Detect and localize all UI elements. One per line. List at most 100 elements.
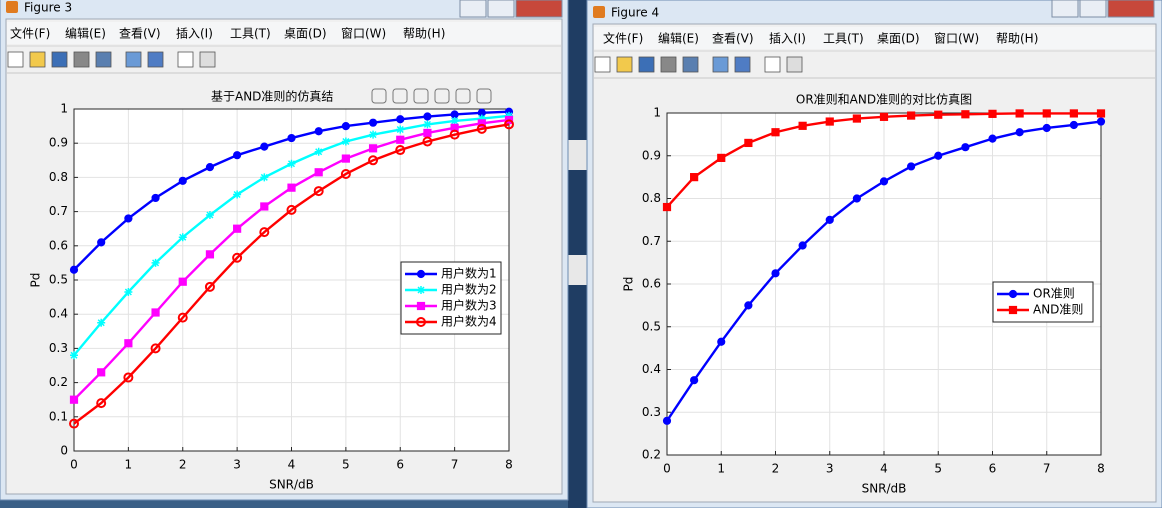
marker [205, 250, 215, 259]
marker [907, 111, 916, 120]
axes-toolbar-button[interactable] [371, 88, 387, 104]
marker [416, 301, 426, 311]
toolbar-button[interactable] [638, 56, 655, 73]
x-tick-label: 4 [880, 462, 888, 476]
menu-item[interactable]: 插入(I) [769, 32, 806, 46]
x-tick-label: 2 [179, 458, 187, 472]
marker [717, 337, 726, 346]
menu-item[interactable]: 窗口(W) [934, 32, 979, 46]
y-tick-label: 0.8 [642, 191, 661, 205]
menu-item[interactable]: 插入(I) [176, 27, 213, 41]
menu-item[interactable]: 桌面(D) [877, 32, 920, 46]
marker [798, 241, 807, 250]
marker [1096, 109, 1106, 118]
marker [1069, 109, 1078, 118]
marker [825, 117, 834, 126]
marker [771, 269, 780, 278]
axes-toolbar-button[interactable] [476, 88, 492, 104]
x-tick-label: 3 [826, 462, 834, 476]
menu-item[interactable]: 桌面(D) [284, 27, 327, 41]
marker [340, 168, 351, 179]
y-tick-label: 1 [653, 106, 661, 120]
legend-label: 用户数为2 [441, 282, 497, 297]
toolbar-button[interactable] [177, 51, 194, 68]
menu-item[interactable]: 帮助(H) [403, 27, 445, 41]
marker [395, 145, 406, 156]
legend-label: 用户数为3 [441, 298, 497, 313]
series-line [73, 123, 510, 425]
x-axis-label: SNR/dB [269, 478, 314, 492]
toolbar-button[interactable] [147, 51, 164, 68]
toolbar-button[interactable] [29, 51, 46, 68]
menu-item[interactable]: 文件(F) [10, 26, 50, 41]
menu-item[interactable]: 工具(T) [823, 32, 864, 46]
y-tick-label: 0.2 [49, 375, 68, 389]
chart-title: 基于AND准则的仿真结 [211, 89, 333, 104]
marker [961, 110, 970, 119]
x-tick-label: 1 [125, 458, 133, 472]
marker [825, 215, 834, 224]
toolbar-button[interactable] [95, 51, 112, 68]
toolbar-button[interactable] [73, 51, 90, 68]
marker [934, 110, 943, 119]
marker [205, 163, 215, 172]
menu-item[interactable]: 编辑(E) [65, 26, 106, 41]
toolbar-button[interactable] [734, 56, 751, 73]
marker [286, 204, 297, 215]
marker [178, 277, 187, 286]
menu-item[interactable]: 窗口(W) [341, 27, 386, 41]
y-tick-label: 0.7 [642, 234, 661, 248]
toolbar-button[interactable] [682, 56, 699, 73]
y-tick-label: 0.9 [642, 148, 661, 162]
axes-toolbar-button[interactable] [413, 88, 429, 104]
marker [690, 173, 699, 182]
marker [124, 339, 133, 348]
marker [396, 115, 405, 124]
marker [204, 281, 215, 292]
toolbar-button[interactable] [764, 56, 781, 73]
toolbar-button[interactable] [786, 56, 803, 73]
toolbar-button[interactable] [616, 56, 633, 73]
marker [450, 116, 459, 125]
legend-label: OR准则 [1033, 287, 1075, 301]
toolbar-button[interactable] [712, 56, 729, 73]
close-button[interactable] [515, 0, 563, 18]
toolbar-button[interactable] [660, 56, 677, 73]
marker [151, 258, 160, 267]
marker [368, 155, 379, 166]
axes-toolbar-button[interactable] [392, 88, 408, 104]
maximize-button[interactable] [487, 0, 515, 18]
marker [341, 154, 350, 163]
toolbar-button[interactable] [199, 51, 216, 68]
menu-item[interactable]: 工具(T) [230, 27, 271, 41]
marker [69, 418, 79, 429]
axes-toolbar-button[interactable] [434, 88, 450, 104]
axes-toolbar-button[interactable] [455, 88, 471, 104]
marker [69, 265, 79, 274]
marker [1069, 120, 1078, 130]
marker [287, 183, 296, 192]
close-button[interactable] [1107, 0, 1155, 18]
toolbar-button[interactable] [51, 51, 68, 68]
menu-item[interactable]: 文件(F) [603, 31, 643, 46]
menu-item[interactable]: 查看(V) [712, 32, 754, 46]
legend-label: AND准则 [1033, 303, 1083, 317]
menu-bar [594, 27, 1155, 49]
marker [416, 317, 426, 327]
x-tick-label: 5 [342, 458, 350, 472]
toolbar-button[interactable] [594, 56, 611, 73]
chart: 0 0.1 0.2 0.3 0.4 0.5 0.6 0.7 0.8 0.9 1 0 1 2 3 4 5 6 7 8 基于… [29, 88, 514, 492]
marker [314, 127, 323, 136]
menu-item[interactable]: 编辑(E) [658, 31, 699, 46]
menu-item[interactable]: 帮助(H) [996, 32, 1038, 46]
minimize-button[interactable] [1051, 0, 1079, 18]
toolbar-button[interactable] [7, 51, 24, 68]
menu-item[interactable]: 查看(V) [119, 27, 161, 41]
minimize-button[interactable] [459, 0, 487, 18]
marker [232, 252, 243, 263]
x-tick-label: 0 [70, 458, 78, 472]
y-tick-label: 0.4 [642, 362, 661, 376]
maximize-button[interactable] [1079, 0, 1107, 18]
marker [124, 214, 133, 223]
toolbar-button[interactable] [125, 51, 142, 68]
